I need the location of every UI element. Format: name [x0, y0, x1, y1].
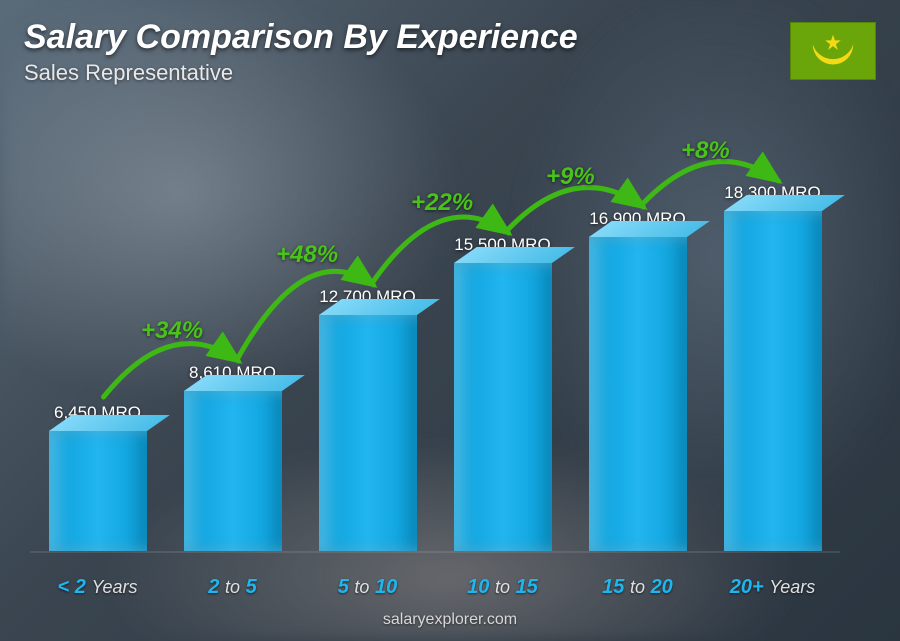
- pct-label: +48%: [276, 241, 338, 269]
- bar-5: 18,300 MRO: [705, 100, 840, 551]
- bar-shape: [589, 237, 687, 551]
- x-label: 10 to 15: [435, 576, 570, 599]
- footer-attribution: salaryexplorer.com: [0, 611, 900, 629]
- pct-label: +9%: [546, 163, 595, 191]
- bar-shape: [319, 315, 417, 551]
- bar-2: 12,700 MRO: [300, 100, 435, 551]
- bar-shape: [49, 431, 147, 551]
- chart-title: Salary Comparison By Experience: [24, 18, 578, 57]
- pct-label: +34%: [141, 317, 203, 345]
- infographic-stage: Salary Comparison By Experience Sales Re…: [0, 0, 900, 641]
- x-label: 20+ Years: [705, 576, 840, 599]
- bar-shape: [184, 391, 282, 551]
- bar-shape: [724, 211, 822, 551]
- pct-label: +8%: [681, 137, 730, 165]
- x-label: 2 to 5: [165, 576, 300, 599]
- chart-subtitle: Sales Representative: [24, 60, 233, 86]
- x-label: 5 to 10: [300, 576, 435, 599]
- country-flag: [790, 22, 876, 80]
- chart-baseline: [30, 551, 840, 553]
- x-axis-labels: < 2 Years2 to 55 to 1010 to 1515 to 2020…: [30, 576, 840, 599]
- bar-shape: [454, 263, 552, 551]
- x-label: 15 to 20: [570, 576, 705, 599]
- pct-label: +22%: [411, 189, 473, 217]
- x-label: < 2 Years: [30, 576, 165, 599]
